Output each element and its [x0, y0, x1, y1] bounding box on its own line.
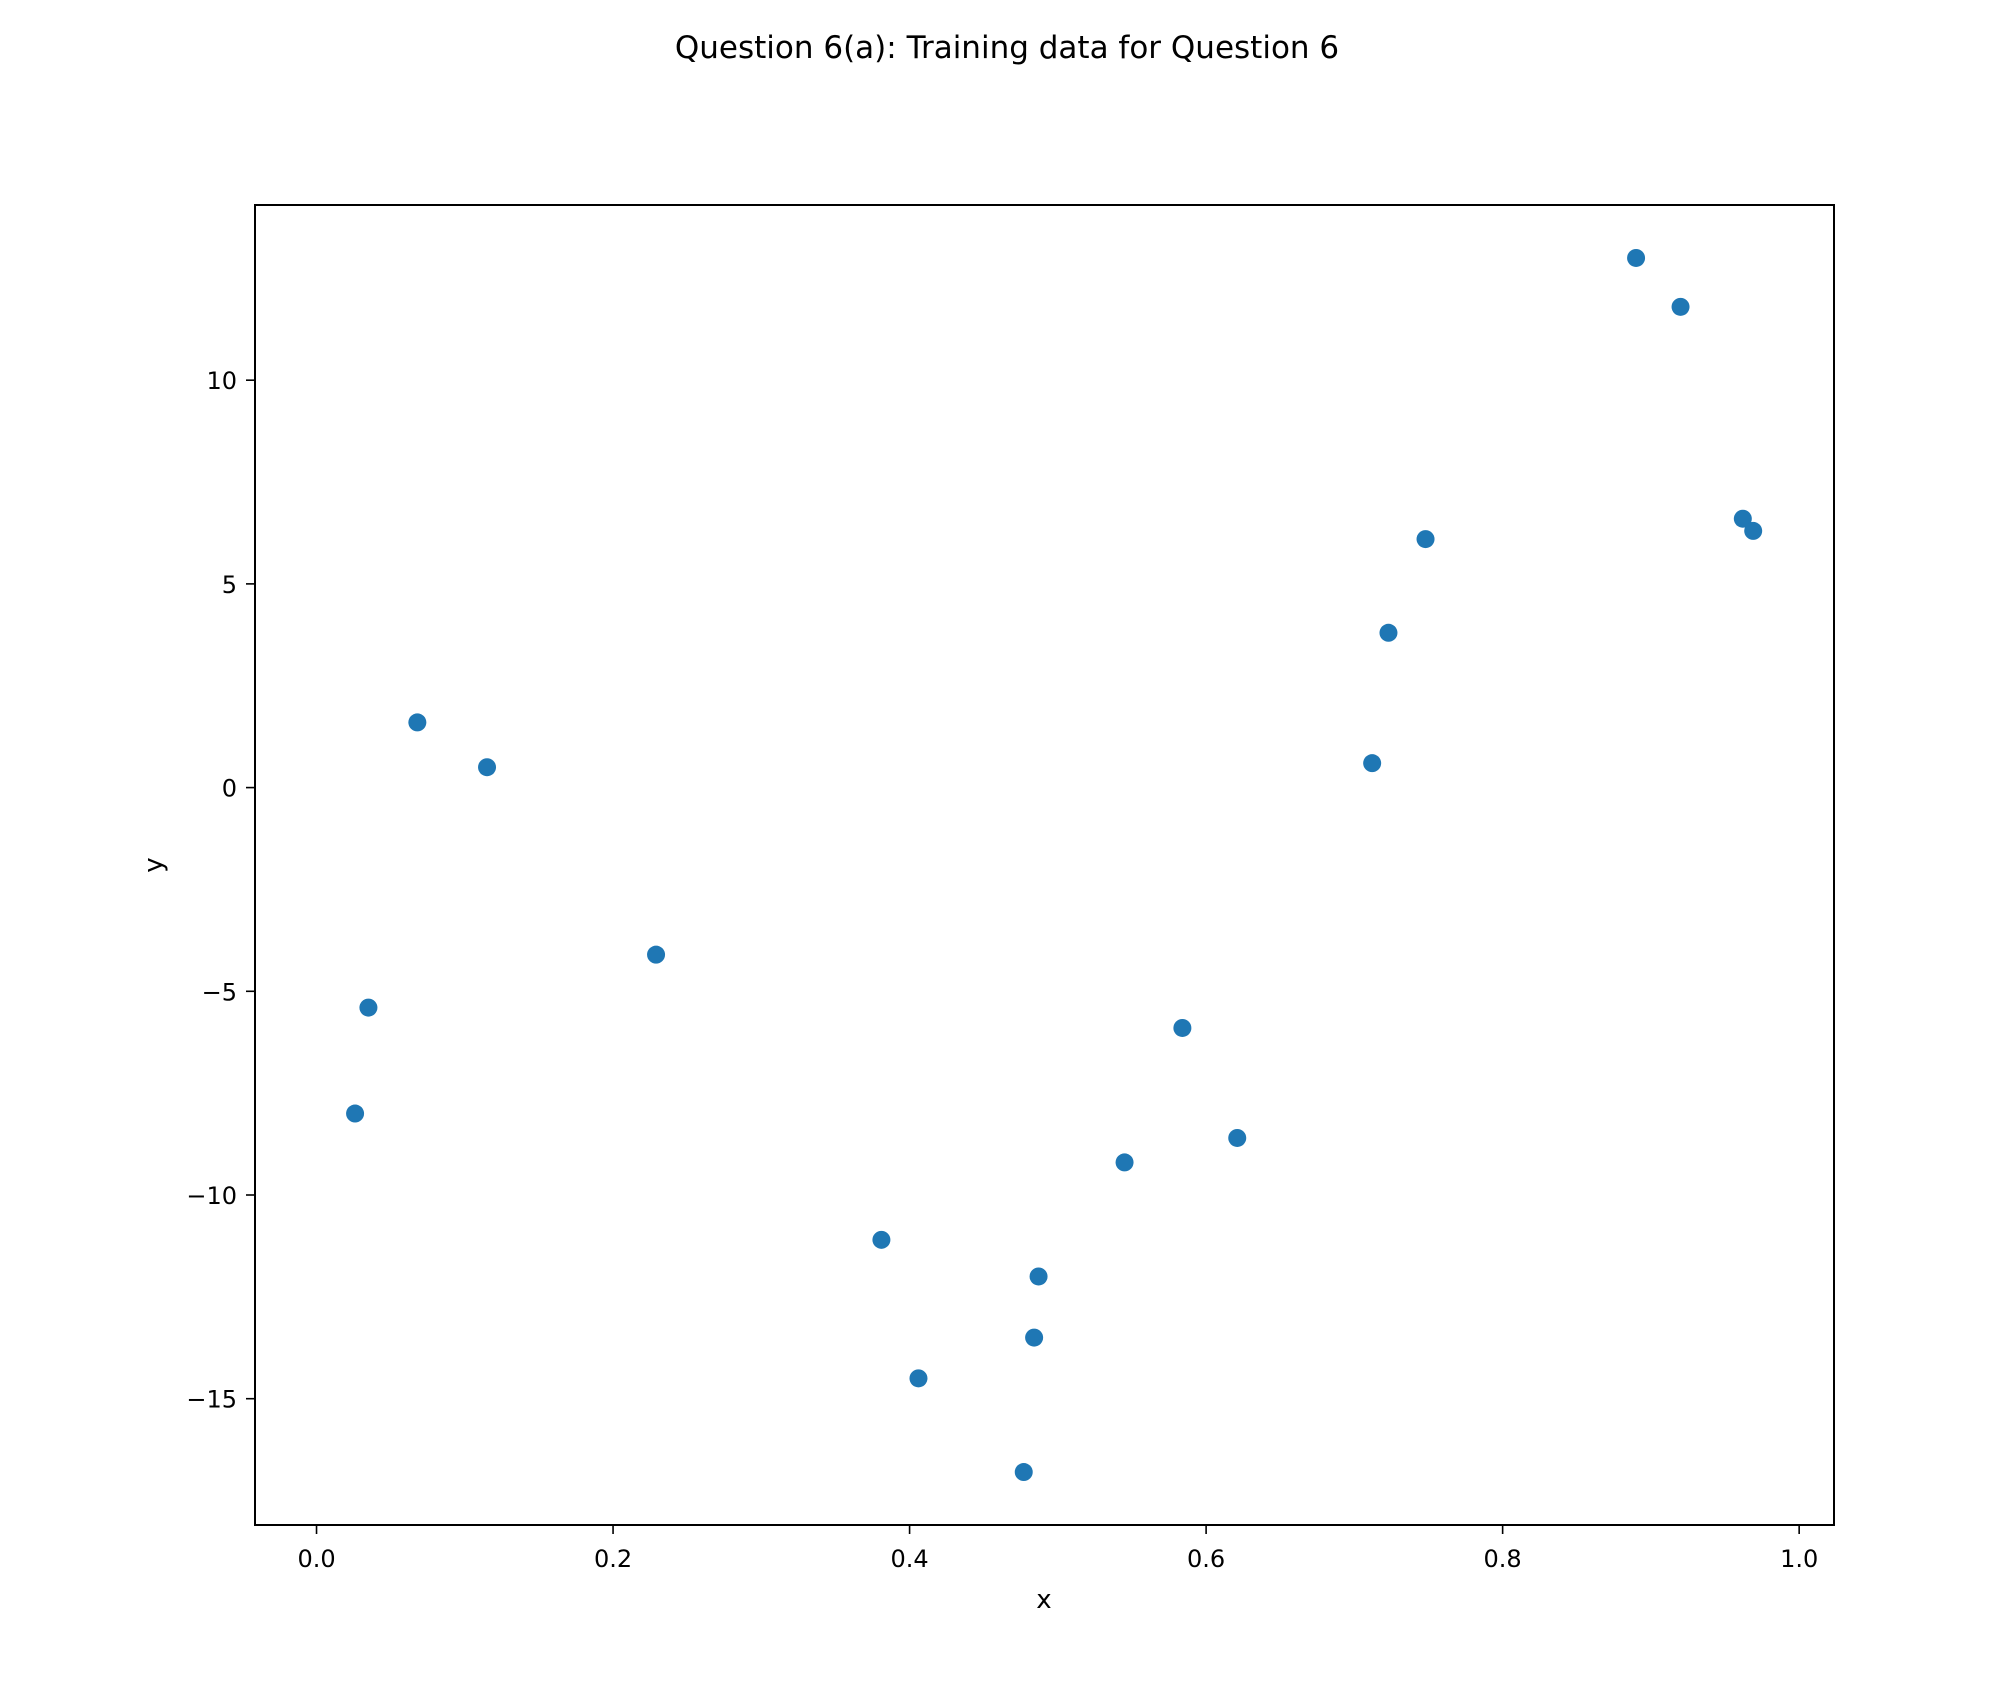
- data-point: [1228, 1128, 1247, 1147]
- data-point: [909, 1369, 928, 1388]
- y-tick-label: −10: [186, 1182, 237, 1210]
- data-point: [647, 945, 666, 964]
- data-point: [1115, 1153, 1134, 1172]
- chart-title: Question 6(a): Training data for Questio…: [675, 30, 1339, 66]
- y-tick-label: 10: [206, 367, 237, 395]
- y-tick-label: −5: [202, 978, 237, 1006]
- data-point: [408, 713, 427, 732]
- data-point: [1363, 754, 1382, 773]
- data-point: [872, 1230, 891, 1249]
- data-point: [359, 998, 378, 1017]
- data-point: [1744, 521, 1763, 540]
- y-tick-label: −15: [186, 1386, 237, 1414]
- plot-frame: [254, 204, 1835, 1526]
- data-point: [1025, 1328, 1044, 1347]
- x-tick-label: 1.0: [1780, 1545, 1818, 1573]
- y-axis-label: y: [139, 857, 169, 872]
- y-tick-label: 5: [222, 571, 237, 599]
- data-point: [1733, 509, 1752, 528]
- data-point: [1671, 297, 1690, 316]
- x-axis-ticks: 0.0 0.2 0.4 0.6 0.8 1.0: [297, 1525, 1818, 1573]
- y-axis-ticks: 10 5 0 −5 −10 −15: [186, 367, 255, 1414]
- x-tick-label: 0.2: [594, 1545, 632, 1573]
- data-point: [478, 758, 497, 777]
- data-point: [1173, 1018, 1192, 1037]
- x-tick-label: 0.6: [1187, 1545, 1225, 1573]
- data-point: [1627, 248, 1646, 267]
- data-points: [346, 248, 1763, 1482]
- data-point: [1416, 530, 1435, 549]
- y-tick-label: 0: [222, 775, 237, 803]
- data-point: [1029, 1267, 1048, 1286]
- data-point: [1014, 1463, 1033, 1482]
- data-point: [346, 1104, 365, 1123]
- x-axis-label: x: [1036, 1585, 1051, 1615]
- x-tick-label: 0.4: [890, 1545, 928, 1573]
- data-point: [1379, 623, 1398, 642]
- x-tick-label: 0.0: [297, 1545, 335, 1573]
- x-tick-label: 0.8: [1484, 1545, 1522, 1573]
